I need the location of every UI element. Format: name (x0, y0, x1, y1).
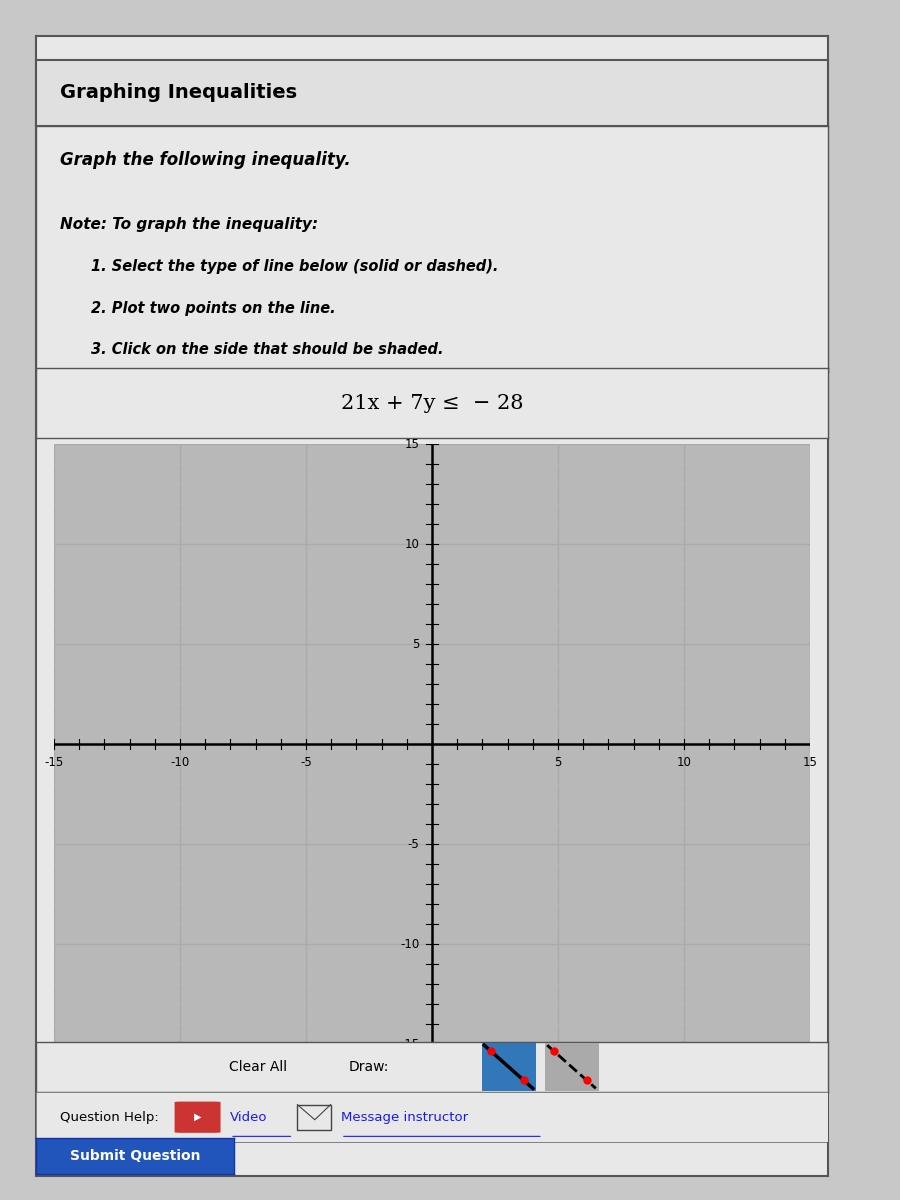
Text: 21x + 7y ≤  − 28: 21x + 7y ≤ − 28 (341, 394, 523, 413)
Text: 10: 10 (404, 538, 419, 551)
Text: Question Help:: Question Help: (59, 1111, 158, 1123)
Text: 2. Plot two points on the line.: 2. Plot two points on the line. (92, 301, 336, 316)
Text: Submit Question: Submit Question (70, 1148, 200, 1163)
Text: Graphing Inequalities: Graphing Inequalities (59, 84, 297, 102)
Text: 3. Click on the side that should be shaded.: 3. Click on the side that should be shad… (92, 342, 444, 358)
Text: Note: To graph the inequality:: Note: To graph the inequality: (59, 217, 318, 232)
Text: 1. Select the type of line below (solid or dashed).: 1. Select the type of line below (solid … (92, 259, 499, 274)
Text: 15: 15 (803, 756, 817, 769)
Text: Graph the following inequality.: Graph the following inequality. (59, 150, 350, 168)
FancyBboxPatch shape (175, 1102, 220, 1133)
Text: -10: -10 (170, 756, 190, 769)
Text: -5: -5 (300, 756, 312, 769)
Text: 10: 10 (677, 756, 691, 769)
Text: -15: -15 (44, 756, 64, 769)
Text: -10: -10 (400, 937, 419, 950)
Text: Clear All: Clear All (229, 1060, 287, 1074)
Text: 15: 15 (404, 438, 419, 450)
Text: Message instructor: Message instructor (341, 1111, 468, 1123)
Text: -5: -5 (408, 838, 419, 851)
Text: ▶: ▶ (194, 1112, 202, 1122)
Text: 5: 5 (412, 637, 419, 650)
Text: -15: -15 (400, 1038, 419, 1050)
Text: 5: 5 (554, 756, 562, 769)
Text: Draw:: Draw: (348, 1060, 389, 1074)
Text: Video: Video (230, 1111, 267, 1123)
